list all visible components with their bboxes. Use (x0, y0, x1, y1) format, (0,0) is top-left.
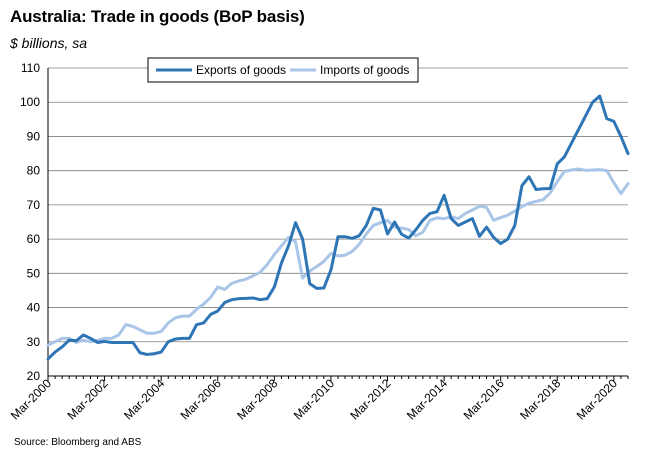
grid-lines (47, 67, 628, 377)
x-tick-label: Mar-2006 (178, 376, 224, 422)
x-tick-label: Mar-2012 (347, 376, 393, 422)
x-tick-label: Mar-2020 (574, 376, 620, 422)
y-axis-unit-label: $ billions, sa (10, 35, 88, 51)
y-tick-label: 90 (27, 129, 41, 143)
chart-title: Australia: Trade in goods (BoP basis) (10, 7, 305, 26)
legend-label-exports: Exports of goods (196, 63, 286, 77)
x-tick-label: Mar-2004 (121, 376, 167, 422)
x-tick-label: Mar-2008 (234, 376, 280, 422)
y-tick-label: 110 (21, 61, 40, 75)
x-tick-label: Mar-2016 (461, 376, 507, 422)
series-line-exports (46, 94, 630, 361)
y-tick-label: 60 (27, 232, 41, 246)
source-note: Source: Bloomberg and ABS (14, 437, 142, 448)
legend: Exports of goods Imports of goods (147, 57, 419, 83)
y-tick-label: 80 (27, 164, 41, 178)
x-tick-label: Mar-2014 (404, 376, 450, 422)
y-tick-label: 100 (20, 95, 40, 109)
x-tick-label: Mar-2010 (291, 376, 337, 422)
y-axis-tick-labels: 20 30 40 50 60 70 80 90 100 110 (20, 61, 40, 383)
series-line-imports (46, 167, 630, 347)
y-tick-label: 70 (27, 198, 41, 212)
legend-label-imports: Imports of goods (320, 63, 409, 77)
y-tick-label: 30 (27, 335, 41, 349)
legend-box (147, 57, 419, 83)
x-axis-tick-labels: Mar-2000 Mar-2002 Mar-2004 Mar-2006 Mar-2008… (8, 376, 629, 422)
y-tick-label: 40 (27, 301, 41, 315)
data-series (46, 94, 630, 361)
x-tick-label: Mar-2018 (517, 376, 563, 422)
y-tick-label: 20 (27, 369, 41, 383)
y-tick-label: 50 (27, 266, 41, 280)
x-tick-label: Mar-2002 (64, 376, 110, 422)
